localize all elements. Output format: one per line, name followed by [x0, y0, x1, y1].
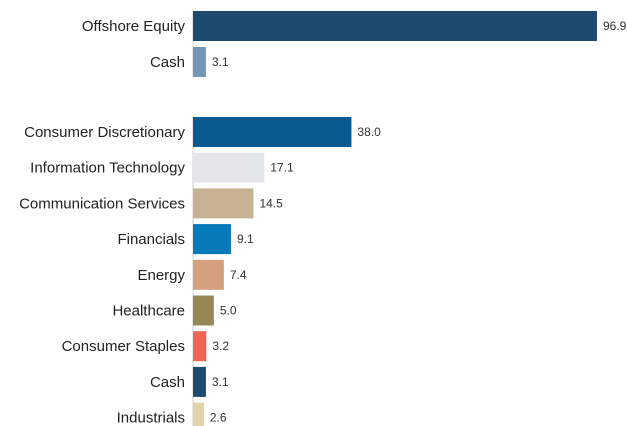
category-label-financials: Financials: [117, 231, 185, 248]
category-label-offshore-equity: Offshore Equity: [82, 18, 186, 35]
value-label-consumer-discretionary: 38.0: [357, 125, 381, 139]
category-label-consumer-staples: Consumer Staples: [62, 338, 185, 355]
category-label-cash: Cash: [150, 54, 185, 71]
value-label-cash: 3.1: [212, 375, 229, 389]
value-label-offshore-equity: 96.9: [603, 19, 627, 33]
bar-group-1: Offshore Equity 96.9 Cash 3.1: [82, 11, 627, 77]
value-label-cash: 3.1: [212, 55, 229, 69]
bar-financials: [193, 224, 231, 255]
category-label-healthcare: Healthcare: [112, 303, 185, 320]
bar-offshore-equity: [193, 11, 597, 41]
value-label-consumer-staples: 3.2: [212, 339, 229, 353]
value-label-energy: 7.4: [230, 268, 247, 282]
bar-consumer-discretionary: [193, 117, 352, 147]
value-label-financials: 9.1: [237, 232, 254, 246]
value-label-information-technology: 17.1: [270, 161, 294, 175]
bar-industrials: [193, 402, 204, 426]
bar-group-2: Consumer Discretionary 38.0 Information Te…: [19, 117, 381, 426]
bar-consumer-staples: [193, 331, 207, 362]
bar-communication-services: [193, 188, 254, 219]
value-label-communication-services: 14.5: [259, 196, 283, 210]
value-label-healthcare: 5.0: [220, 304, 237, 318]
bar-healthcare: [193, 295, 214, 326]
category-label-consumer-discretionary: Consumer Discretionary: [24, 124, 185, 141]
bar-energy: [193, 259, 224, 290]
category-label-industrials: Industrials: [117, 410, 185, 426]
category-label-cash: Cash: [150, 374, 185, 391]
category-label-energy: Energy: [137, 267, 185, 284]
category-label-communication-services: Communication Services: [19, 195, 185, 212]
bar-cash: [193, 366, 206, 397]
value-label-industrials: 2.6: [210, 411, 227, 425]
category-label-information-technology: Information Technology: [30, 160, 185, 177]
bar-cash: [193, 47, 206, 77]
bar-information-technology: [193, 152, 265, 183]
